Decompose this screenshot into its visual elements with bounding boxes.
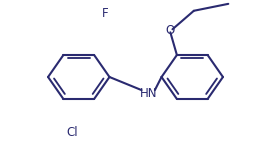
Text: HN: HN bbox=[139, 87, 157, 100]
Text: F: F bbox=[102, 7, 109, 20]
Text: O: O bbox=[166, 24, 175, 37]
Text: Cl: Cl bbox=[66, 126, 78, 139]
